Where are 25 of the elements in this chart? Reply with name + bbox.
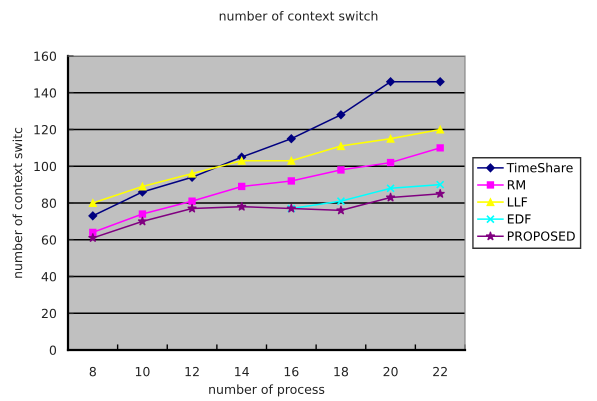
legend-label: PROPOSED — [508, 231, 575, 241]
x-tick-label: 16 — [284, 366, 298, 376]
x-tick-label: 10 — [136, 366, 150, 376]
y-tick-label: 60 — [42, 235, 56, 245]
x-tick-label: 22 — [433, 366, 447, 376]
y-tick-label: 140 — [34, 88, 56, 98]
y-tick-label: 100 — [34, 162, 56, 172]
x-axis-title: number of process — [209, 384, 324, 396]
y-tick-label: 0 — [50, 345, 56, 355]
y-tick-label: 80 — [42, 198, 56, 208]
legend-label: LLF — [508, 197, 528, 206]
x-tick-label: 18 — [334, 366, 348, 376]
y-tick-label: 40 — [42, 272, 56, 282]
chart-title: number of context switch — [220, 10, 378, 21]
y-tick-label: 120 — [34, 124, 56, 134]
x-tick-label: 8 — [90, 366, 96, 376]
y-tick-label: 160 — [34, 51, 56, 61]
x-tick-label: 14 — [235, 367, 249, 376]
y-axis-title: number of context switc — [12, 128, 22, 278]
legend-label: RM — [508, 180, 525, 190]
x-tick-label: 12 — [185, 366, 199, 376]
x-tick-label: 20 — [384, 366, 398, 376]
y-tick-label: 20 — [42, 308, 56, 318]
legend-label: EDF — [508, 214, 531, 224]
legend-label: TimeShare — [506, 162, 573, 172]
